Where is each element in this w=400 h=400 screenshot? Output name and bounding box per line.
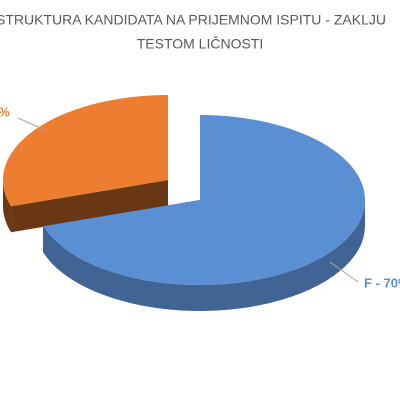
pie-slice (43, 115, 365, 285)
chart-title: TESTOM LIČNOSTI (137, 36, 264, 52)
pie-slice (3, 95, 168, 207)
leader-line (17, 117, 46, 131)
data-label: M - 30% (0, 104, 10, 119)
slice-side (43, 200, 365, 311)
leader-line (329, 261, 359, 283)
chart-title: STRUKTURA KANDIDATA NA PRIJEMNOM ISPITU … (0, 12, 386, 28)
slice-side (3, 180, 12, 233)
data-label: F - 70% (364, 275, 400, 290)
slice-cut (11, 180, 169, 233)
